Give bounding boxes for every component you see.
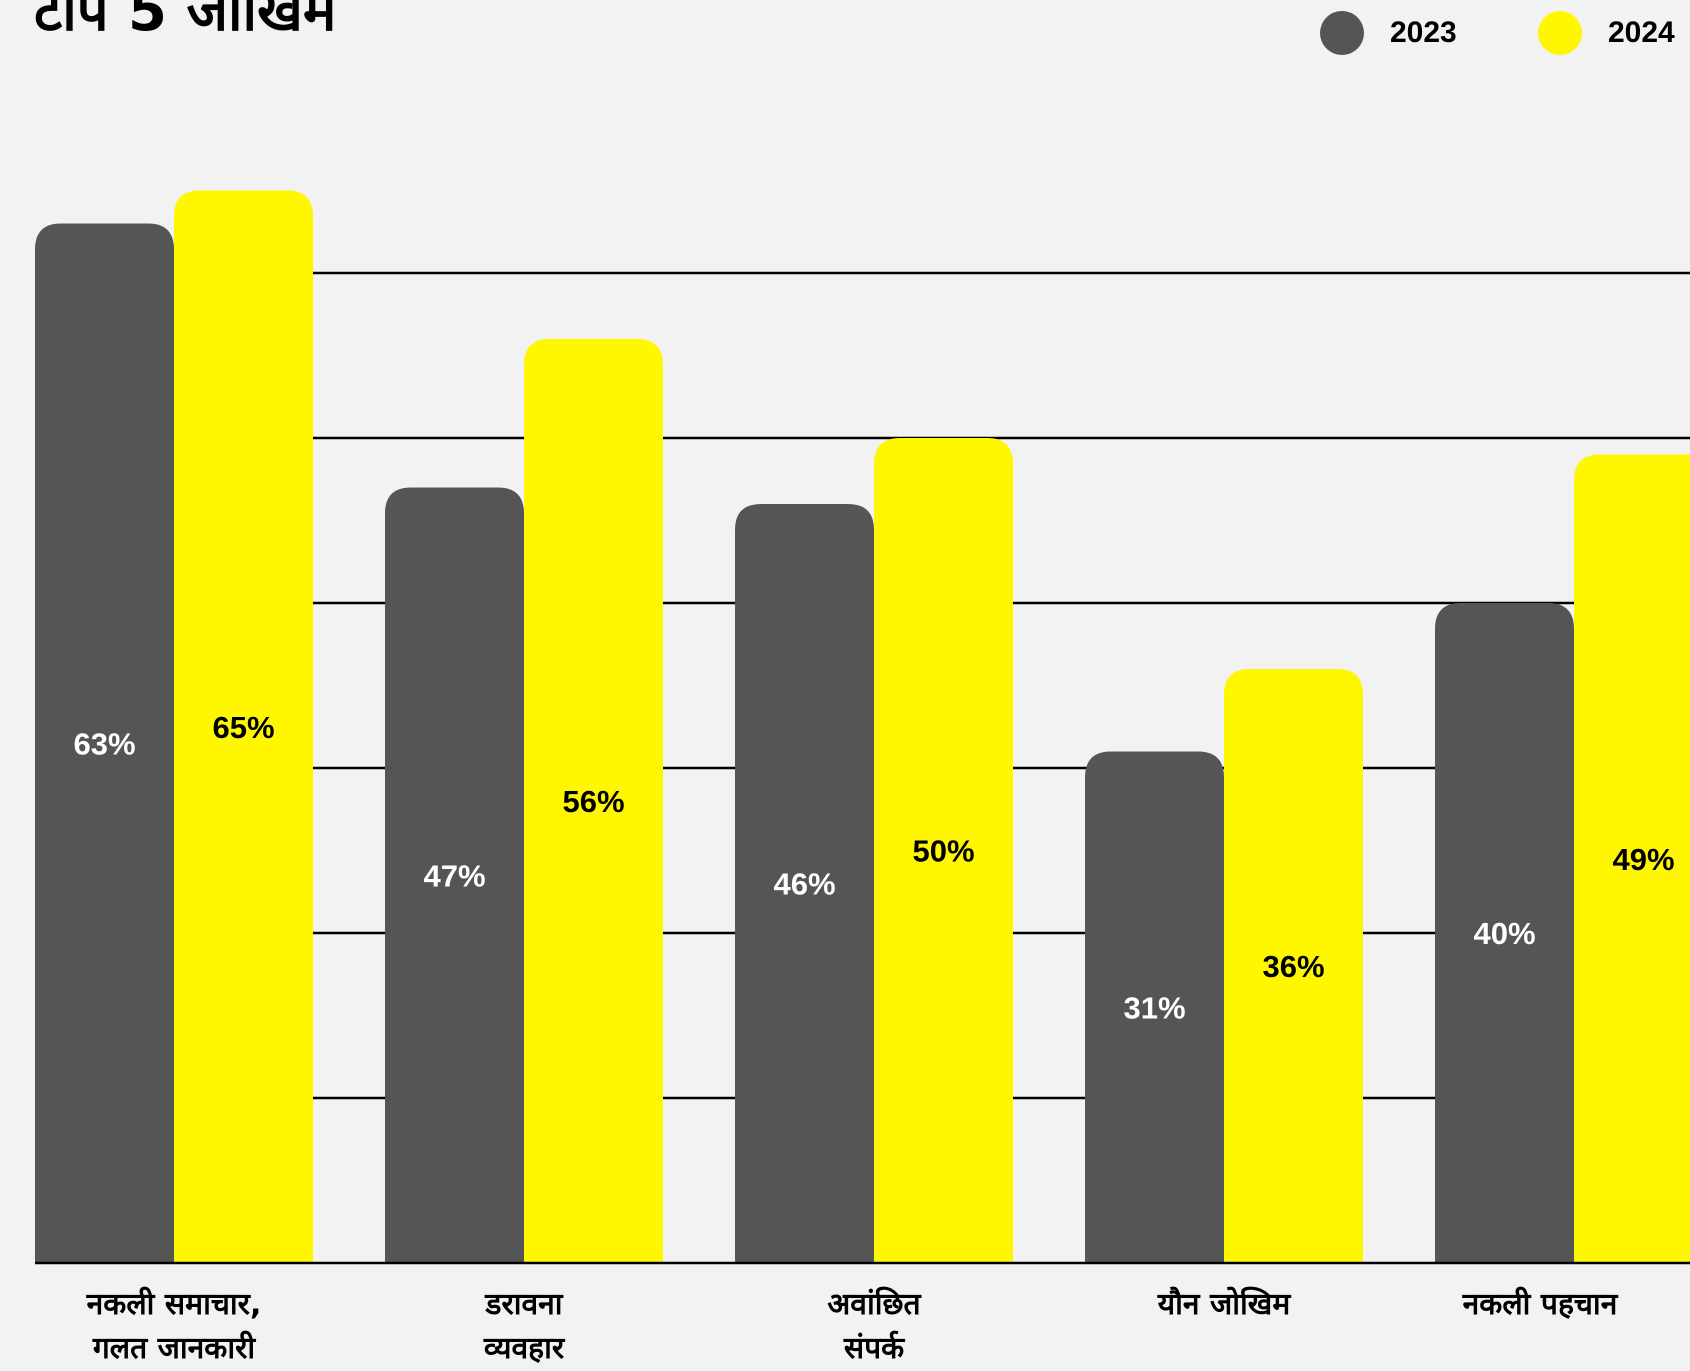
bar-2023	[385, 487, 524, 1263]
bar-2023	[1435, 603, 1574, 1263]
bar-2023	[35, 223, 174, 1263]
data-label-2024: 56%	[562, 784, 624, 819]
bar-2024	[174, 190, 313, 1263]
data-label-2023: 31%	[1123, 990, 1185, 1025]
legend-swatch-2024	[1538, 11, 1582, 55]
category-label: नकली समाचार, गलत जानकारी	[86, 1287, 262, 1366]
data-label-2023: 46%	[773, 867, 835, 902]
legend-swatch-2023	[1320, 11, 1364, 55]
bar-2024	[524, 339, 663, 1263]
category-label: यौन जोखिम	[1157, 1287, 1291, 1322]
data-label-2024: 65%	[212, 710, 274, 745]
data-label-2023: 63%	[73, 726, 135, 761]
data-label-2024: 50%	[912, 834, 974, 869]
bar-2023	[735, 504, 874, 1263]
category-label: नकली पहचान	[1462, 1287, 1618, 1322]
legend-label-2023: 2023	[1390, 16, 1457, 49]
legend-item-2024: 2024	[1538, 10, 1675, 56]
bar-2024	[1574, 454, 1690, 1263]
legend-item-2023: 2023	[1320, 10, 1457, 56]
legend-label-2024: 2024	[1608, 16, 1675, 49]
data-label-2023: 40%	[1473, 916, 1535, 951]
bar-2024	[1224, 669, 1363, 1263]
data-label-2024: 49%	[1612, 842, 1674, 877]
data-label-2024: 36%	[1262, 949, 1324, 984]
category-label: अवांछित संपर्क	[827, 1287, 921, 1366]
category-label: डरावना व्यवहार	[483, 1287, 565, 1366]
legend: 2023 2024	[1320, 10, 1690, 60]
bar-2024	[874, 438, 1013, 1263]
chart-title: टॉप 5 जोखिम	[34, 0, 337, 44]
data-label-2023: 47%	[423, 858, 485, 893]
bar-2023	[1085, 751, 1224, 1263]
